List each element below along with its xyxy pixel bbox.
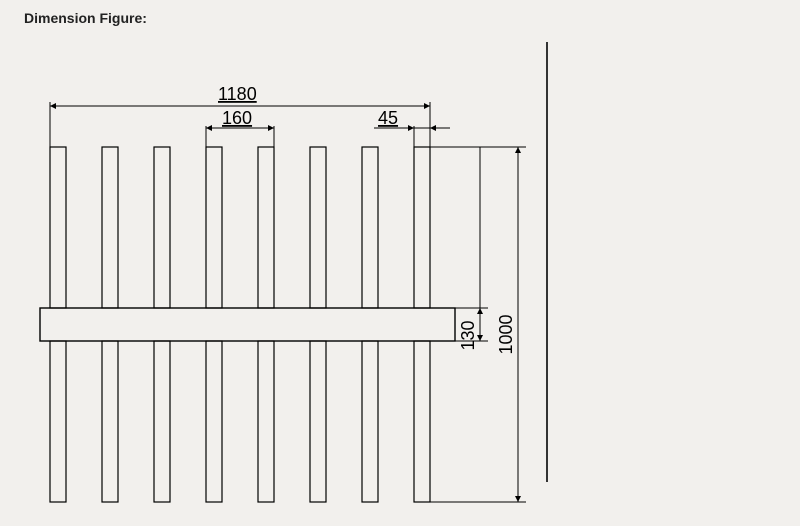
svg-text:45: 45 (378, 108, 398, 128)
dimension-figure: 1180 160 45 130 1000 (20, 42, 550, 522)
svg-text:160: 160 (222, 108, 252, 128)
page-title: Dimension Figure: (24, 10, 147, 26)
svg-text:130: 130 (458, 320, 478, 350)
svg-text:1180: 1180 (218, 84, 257, 104)
svg-text:1000: 1000 (496, 314, 516, 354)
